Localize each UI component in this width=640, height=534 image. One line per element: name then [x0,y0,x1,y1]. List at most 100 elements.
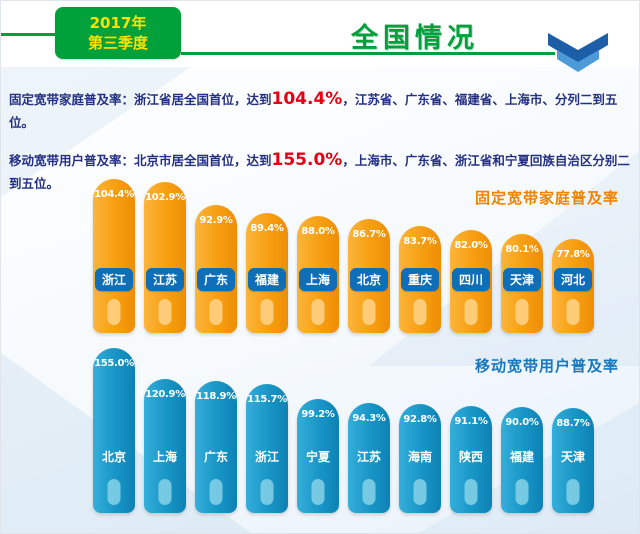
bar: 89.4% 福建 [246,213,288,333]
bar-highlight [158,479,172,505]
fixed-top-value: 104.4% [271,89,343,109]
bar-group: 77.8% 河北 [552,239,594,333]
bar-value-label: 104.4% [94,189,134,200]
bar-value-label: 94.3% [352,413,386,424]
mobile-broadband-chart-title: 移动宽带用户普及率 [474,357,619,375]
bar-group: 91.1% 陕西 [450,406,492,513]
header-underline [181,52,555,55]
bar-highlight [260,479,274,505]
bar-highlight [413,479,427,505]
province-label: 上海 [152,450,177,464]
mobile-top-value: 155.0% [271,149,343,170]
province-label: 重庆 [401,268,439,291]
summary-mobile-suffix: ，上海市、广东省、浙江省和宁夏回族自治区分别二到五位。 [9,152,630,191]
bar-value-label: 99.2% [301,409,335,420]
province-label: 福建 [509,450,534,464]
bar: 83.7% 重庆 [399,226,441,333]
bar-value-label: 90.0% [505,417,539,428]
bar-group: 104.4% 浙江 [93,179,135,333]
bar-highlight [515,479,529,505]
bar: 102.9% 江苏 [144,182,186,333]
province-label: 北京 [101,450,126,464]
bar-highlight [362,299,376,325]
bar: 91.1% 陕西 [450,406,492,513]
bar: 90.0% 福建 [501,407,543,513]
bar: 99.2% 宁夏 [297,399,339,513]
header: 2017年 第三季度 全国情况 [1,1,639,72]
mobile-broadband-chart: 155.0% 北京 120.9% 上海 118.9% 广东 115.7% 浙江 99.2% 宁夏 9… [93,339,603,513]
bar: 92.9% 广东 [195,205,237,333]
province-label: 江苏 [146,268,184,291]
bar-highlight [413,299,427,325]
bar-value-label: 80.1% [505,244,539,255]
bar: 115.7% 浙江 [246,384,288,513]
bar-group: 90.0% 福建 [501,407,543,513]
bar: 77.8% 河北 [552,239,594,333]
bar-highlight [158,299,172,325]
bar-value-label: 88.7% [556,418,590,429]
bar-highlight [209,299,223,325]
province-label: 上海 [299,268,337,291]
province-label: 四川 [452,268,490,291]
bar-value-label: 88.0% [301,226,335,237]
bar-group: 92.9% 广东 [195,205,237,333]
bar-highlight [107,299,121,325]
bar-highlight [260,299,274,325]
chevron-down-icon [548,33,608,72]
bar: 155.0% 北京 [93,348,135,513]
bar-group: 102.9% 江苏 [144,182,186,333]
bar-value-label: 77.8% [556,249,590,260]
province-label: 广东 [203,450,228,464]
bar-group: 118.9% 广东 [195,381,237,513]
bar-group: 83.7% 重庆 [399,226,441,333]
province-label: 广东 [197,268,235,291]
bar-highlight [566,479,580,505]
bar-highlight [311,479,325,505]
period-quarter: 第三季度 [87,34,148,52]
bar-value-label: 155.0% [94,358,134,369]
bar-value-label: 92.9% [199,215,233,226]
period-year: 2017年 [89,14,147,32]
province-label: 浙江 [254,450,279,464]
bar-highlight [311,299,325,325]
province-label: 北京 [350,268,388,291]
bar: 86.7% 北京 [348,219,390,333]
bar-value-label: 91.1% [454,416,488,427]
bar-group: 88.7% 天津 [552,408,594,513]
province-label: 宁夏 [305,450,330,464]
summary-fixed-suffix: ，江苏省、广东省、福建省、上海市、分列二到五位。 [9,92,618,131]
province-label: 浙江 [95,268,133,291]
bar-group: 80.1% 天津 [501,234,543,333]
province-label: 河北 [554,268,592,291]
bar-group: 88.0% 上海 [297,216,339,333]
bar-group: 86.7% 北京 [348,219,390,333]
bar: 88.7% 天津 [552,408,594,513]
bar-value-label: 83.7% [403,236,437,247]
bar-value-label: 89.4% [250,223,284,234]
bar-highlight [566,299,580,325]
header-divider-line [1,33,59,36]
bar: 94.3% 江苏 [348,403,390,513]
province-label: 福建 [248,268,286,291]
bar-value-label: 92.8% [403,414,437,425]
bar: 88.0% 上海 [297,216,339,333]
bar: 120.9% 上海 [144,379,186,513]
bar-value-label: 82.0% [454,240,488,251]
bar-value-label: 102.9% [145,192,185,203]
bar-group: 115.7% 浙江 [246,384,288,513]
province-label: 天津 [560,450,585,464]
summary-text: 固定宽带家庭普及率：浙江省居全国首位，达到104.4%，江苏省、广东省、福建省、… [9,85,633,206]
bar-group: 82.0% 四川 [450,230,492,333]
province-label: 海南 [407,450,432,464]
bar: 80.1% 天津 [501,234,543,333]
page-title: 全国情况 [351,23,479,54]
province-label: 陕西 [458,450,483,464]
period-box: 2017年 第三季度 [55,7,181,59]
summary-mobile-prefix: 移动宽带用户普及率：北京市居全国首位，达到 [9,152,272,168]
bar-highlight [464,479,478,505]
bar-highlight [209,479,223,505]
bar: 118.9% 广东 [195,381,237,513]
bar-group: 89.4% 福建 [246,213,288,333]
bar: 104.4% 浙江 [93,179,135,333]
